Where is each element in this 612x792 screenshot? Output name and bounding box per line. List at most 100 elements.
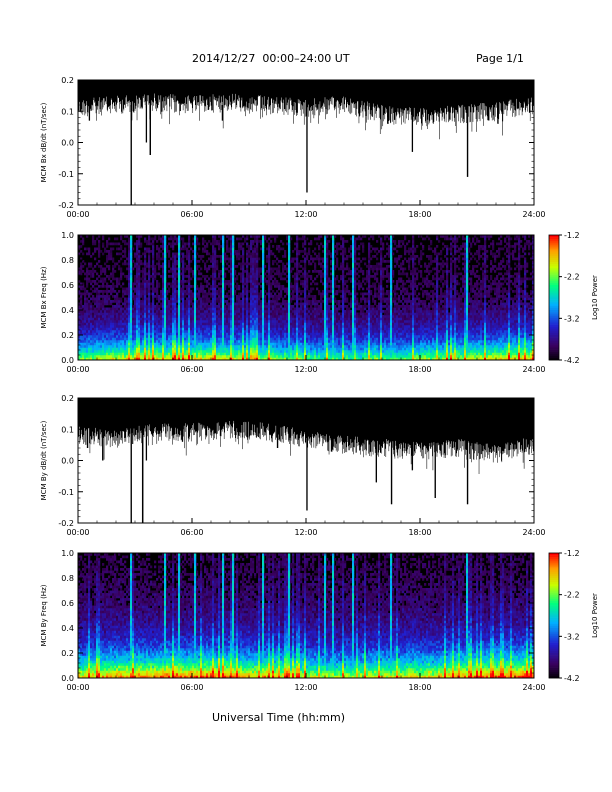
spectrogram-cell [136,252,139,256]
spectrogram-cell [138,290,141,293]
spectrogram-cell [102,237,105,241]
spectrogram-cell [136,317,139,321]
spectrogram-cell [292,342,295,346]
spectrogram-cell [104,352,107,356]
spectrogram-cell [324,300,327,303]
spectrogram-cell [104,325,107,328]
spectrogram-cell [100,290,103,293]
spectrogram-cell [302,327,305,331]
spectrogram-cell [324,335,327,338]
spectrogram-cell [276,340,279,343]
spectrogram-cell [278,305,281,308]
spectrogram-cell [190,350,193,353]
spectrogram-cell [254,345,257,348]
spectrogram-cell [162,352,165,356]
spectrogram-cell [222,272,225,276]
spectrogram-cell [238,262,241,266]
spectrogram-cell [154,327,157,331]
spectrogram-cell [98,265,101,268]
spectrogram-cell [314,332,317,336]
spectrogram-cell [176,297,179,301]
spectrogram-cell [130,342,133,346]
spectrogram-cell [214,327,217,331]
spectrogram-cell [80,350,83,353]
spectrogram-cell [88,302,91,306]
spectrogram-cell [206,292,209,296]
spectrogram-cell [204,340,207,343]
spectrogram-cell [306,277,309,281]
spectrogram-cell [120,247,123,251]
spectrogram-cell [114,355,117,358]
spectrogram-cell [214,260,217,263]
spectrogram-cell [202,255,205,258]
spectrogram-cell [230,275,233,278]
spectrogram-cell [212,235,215,238]
spectrogram-cell [266,260,269,263]
spectrogram-cell [302,272,305,276]
spectrogram-cell [110,300,113,303]
spectrogram-cell [280,275,283,278]
spectrogram-cell [162,300,165,303]
spectrogram-cell [204,345,207,348]
spectrogram-cell [130,317,133,321]
spectrogram-cell [90,302,93,306]
spectrogram-cell [272,267,275,271]
spectrogram-cell [218,355,221,358]
spectrogram-cell [124,250,127,253]
spectrogram-cell [234,350,237,353]
spectrogram-cell [194,272,197,276]
spectrogram-cell [200,340,203,343]
spectrogram-cell [212,250,215,253]
spectrogram-cell [102,335,105,338]
spectrogram-cell [180,327,183,331]
spectrogram-cell [178,265,181,268]
spectrogram-cell [316,357,319,361]
spectrogram-cell [322,257,325,261]
spectrogram-cell [124,335,127,338]
spectrogram-cell [140,337,143,341]
spectrogram-cell [250,272,253,276]
spectrogram-cell [258,345,261,348]
spectrogram-cell [178,355,181,358]
spectrogram-cell [262,325,265,328]
spectrogram-cell [194,320,197,323]
spectrogram-cell [80,305,83,308]
spectrogram-cell [268,307,271,311]
spectrogram-cell [144,307,147,311]
spectrogram-cell [126,327,129,331]
spectrogram-cell [278,322,281,326]
spectrogram-cell [236,310,239,313]
spectrogram-cell [268,322,271,326]
spectrogram-cell [126,337,129,341]
spectrogram-cell [210,355,213,358]
spectrogram-cell [282,287,285,291]
spectrogram-cell [182,310,185,313]
spectrogram-cell [262,277,265,281]
spectrogram-cell [262,315,265,318]
spectrogram-cell [152,292,155,296]
spectrogram-cell [304,260,307,263]
spectrogram-cell [258,320,261,323]
spectrogram-cell [242,355,245,358]
spectrogram-cell [240,340,243,343]
spectrogram-cell [266,342,269,346]
spectrogram-cell [256,270,259,273]
spectrogram-cell [284,310,287,313]
spectrogram-cell [136,350,139,353]
spectrogram-cell [118,345,121,348]
spectrogram-cell [190,337,193,341]
spectrogram-cell [246,260,249,263]
spectrogram-cell [136,272,139,276]
spectrogram-cell [164,337,167,341]
spectrogram-cell [142,297,145,301]
spectrogram-cell [152,305,155,308]
spectrogram-cell [188,240,191,243]
spectrogram-cell [162,315,165,318]
spectrogram-cell [88,250,91,253]
spectrogram-cell [176,285,179,288]
spectrogram-cell [244,322,247,326]
y-tick-label: -0.2 [58,201,74,210]
spectrogram-cell [192,242,195,246]
spectrogram-cell [112,285,115,288]
spectrogram-cell [212,315,215,318]
